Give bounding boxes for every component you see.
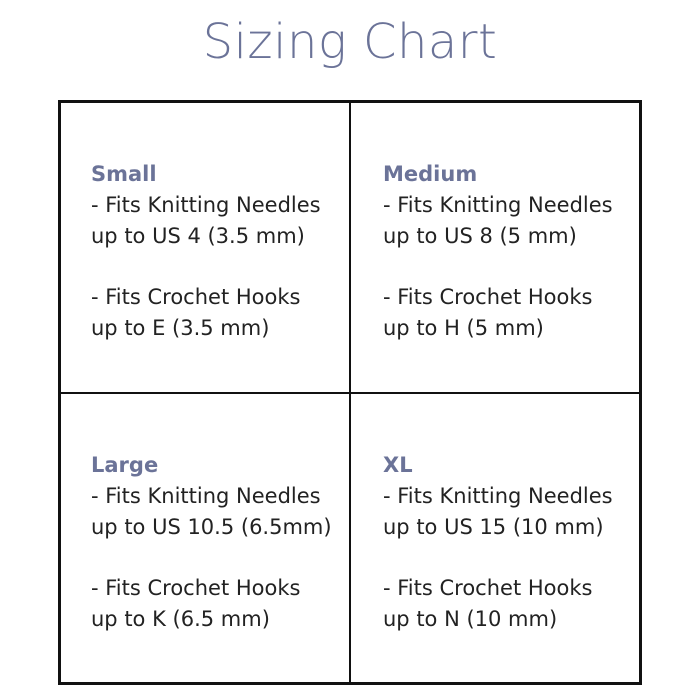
size-cell-xl: XL - Fits Knitting Needles up to US 15 (… bbox=[350, 392, 639, 682]
needles-label: - Fits Knitting Needles bbox=[383, 193, 613, 217]
size-cell-large: Large - Fits Knitting Needles up to US 1… bbox=[61, 392, 350, 682]
sizing-grid: Small - Fits Knitting Needles up to US 4… bbox=[58, 100, 642, 685]
hooks-size: up to H (5 mm) bbox=[383, 316, 544, 340]
needles-size: up to US 8 (5 mm) bbox=[383, 224, 577, 248]
size-name: Large bbox=[91, 452, 159, 477]
hooks-label: - Fits Crochet Hooks bbox=[91, 285, 301, 309]
hooks-size: up to N (10 mm) bbox=[383, 606, 558, 631]
size-name: Medium bbox=[383, 162, 478, 186]
needles-size: up to US 15 (10 mm) bbox=[383, 514, 604, 539]
hooks-size: up to E (3.5 mm) bbox=[91, 316, 270, 340]
page-title: Sizing Chart bbox=[202, 14, 498, 70]
needles-size: up to US 4 (3.5 mm) bbox=[91, 224, 305, 248]
hooks-label: - Fits Crochet Hooks bbox=[383, 575, 593, 600]
needles-size: up to US 10.5 (6.5mm) bbox=[91, 514, 332, 539]
needles-label: - Fits Knitting Needles bbox=[91, 193, 321, 217]
hooks-size: up to K (6.5 mm) bbox=[91, 606, 270, 631]
size-cell-small: Small - Fits Knitting Needles up to US 4… bbox=[61, 103, 350, 393]
size-cell-medium: Medium - Fits Knitting Needles up to US … bbox=[350, 103, 639, 393]
size-name: Small bbox=[91, 162, 157, 186]
size-name: XL bbox=[383, 452, 413, 477]
needles-label: - Fits Knitting Needles bbox=[91, 483, 321, 508]
needles-label: - Fits Knitting Needles bbox=[383, 483, 613, 508]
hooks-label: - Fits Crochet Hooks bbox=[91, 575, 301, 600]
hooks-label: - Fits Crochet Hooks bbox=[383, 285, 593, 309]
